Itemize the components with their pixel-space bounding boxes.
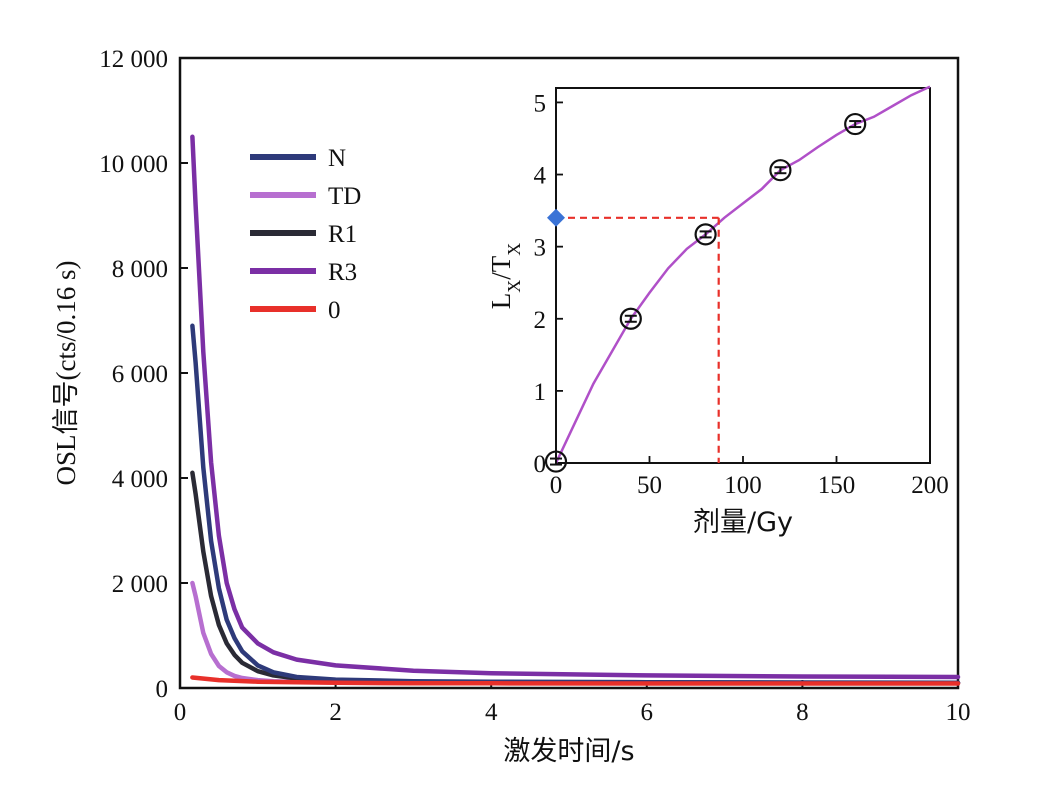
inset-x-tick-label: 150 [818, 472, 856, 499]
inset-y-label-l: L [486, 293, 516, 310]
inset-y-label-sub-2: X [504, 243, 524, 256]
inset-y-label-t: /T [486, 255, 516, 280]
main-y-axis: 0 2 000 4 000 6 000 8 000 10 000 12 000 [99, 46, 188, 703]
main-x-axis: 0 2 4 6 8 10 [174, 680, 971, 726]
inset-x-axis: 0 50 100 150 200 [550, 456, 949, 499]
inset-y-tick-label: 2 [534, 307, 547, 334]
series-line-R3 [190, 134, 961, 680]
inset-x-tick-label: 100 [724, 472, 762, 499]
inset-x-tick-label: 50 [637, 472, 662, 499]
main-y-tick-label: 4 000 [112, 466, 168, 493]
main-x-axis-label: 激发时间/s [503, 736, 634, 767]
legend-label-0: 0 [328, 297, 341, 324]
main-x-tick-label: 8 [796, 699, 809, 726]
main-x-tick-label: 2 [329, 699, 342, 726]
inset-x-tick-label: 0 [550, 472, 563, 499]
inset-natural-signal-diamond [547, 208, 565, 227]
inset-marks-group [544, 85, 931, 473]
inset-data-point [844, 112, 867, 136]
main-y-tick-label: 6 000 [112, 361, 168, 388]
inset-y-axis-label: LX/TX [486, 243, 524, 310]
main-x-tick-label: 0 [174, 699, 187, 726]
main-y-axis-label: OSL信号(cts/0.16 s) [51, 261, 81, 486]
main-series-group [190, 134, 961, 686]
main-y-tick-label: 8 000 [112, 256, 168, 283]
inset-data-point [544, 450, 568, 473]
main-x-tick-label: 6 [641, 699, 654, 726]
legend-label-R1: R1 [328, 221, 357, 248]
inset-y-tick-label: 3 [534, 235, 547, 262]
inset-y-axis: 0 1 2 3 4 5 [534, 90, 563, 478]
main-legend: N TD R1 R3 0 [250, 145, 361, 324]
inset-x-tick-label: 200 [911, 472, 949, 499]
main-y-tick-label: 0 [156, 676, 169, 703]
legend-label-R3: R3 [328, 259, 357, 286]
inset-y-tick-label: 1 [534, 379, 547, 406]
inset-data-point [619, 307, 642, 330]
series-line-0 [190, 675, 961, 686]
main-y-tick-label: 2 000 [112, 571, 168, 598]
main-y-tick-label: 12 000 [99, 46, 168, 73]
inset-plot-frame [555, 87, 931, 464]
inset-y-label-sub-1: X [504, 280, 524, 293]
inset-data-point [769, 159, 792, 182]
main-y-tick-label: 10 000 [99, 151, 168, 178]
inset-data-point [694, 223, 717, 246]
inset-fit-curve [554, 85, 931, 464]
inset-x-axis-label: 剂量/Gy [693, 507, 793, 538]
main-x-tick-label: 4 [485, 699, 498, 726]
inset-y-tick-label: 4 [534, 163, 547, 190]
legend-label-N: N [328, 145, 346, 172]
inset-y-tick-label: 5 [534, 90, 547, 117]
main-x-tick-label: 10 [946, 699, 971, 726]
legend-label-TD: TD [328, 183, 361, 210]
inset-y-tick-label: 0 [534, 451, 547, 478]
